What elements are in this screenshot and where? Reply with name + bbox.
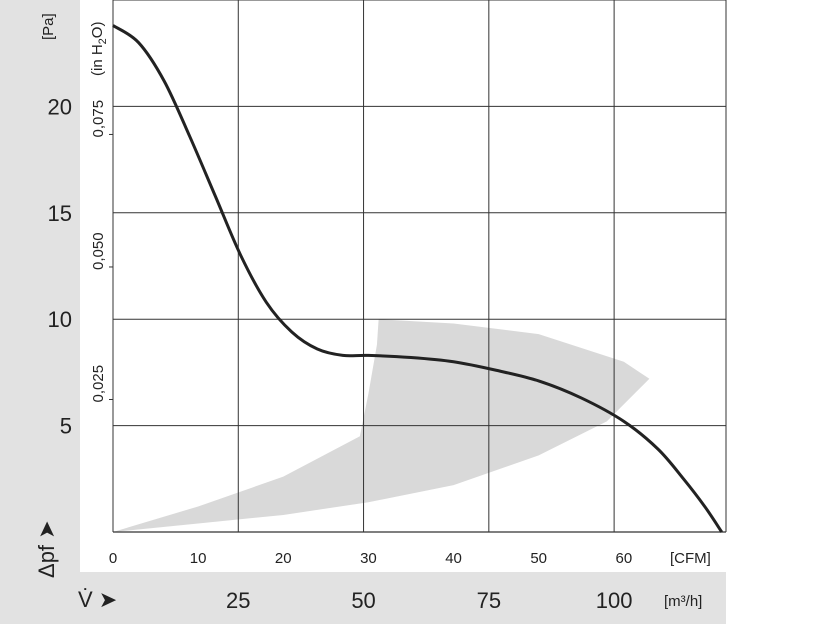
bottom-band [0,572,726,624]
flow-symbol: V̇ ➤ [78,587,117,612]
y-axis-pa-ticks: 5 10 15 20 [48,94,72,438]
x-tick-m3h: 50 [351,588,375,613]
y-tick-pa: 20 [48,94,72,119]
x-axis-cfm-label: [CFM] [670,550,711,567]
x-tick-cfm: 20 [275,550,292,567]
x-axis-cfm-ticks: 0 10 20 30 40 50 60 [109,550,632,567]
pressure-curve [112,24,723,533]
y-tick-pa: 10 [48,307,72,332]
y-tick-pa: 15 [48,201,72,226]
x-axis-m3h-ticks: 25 50 75 100 [226,588,632,613]
x-tick-m3h: 25 [226,588,250,613]
x-tick-cfm: 10 [190,550,207,567]
y-tick-inh2o: 0,050 [90,232,107,270]
x-tick-cfm: 50 [530,550,547,567]
x-axis-m3h-label: [m³/h] [664,593,702,610]
x-tick-cfm: 0 [109,550,117,567]
grid-overlay [112,0,727,533]
y-tick-inh2o: 0,075 [90,100,107,138]
x-tick-cfm: 60 [615,550,632,567]
pressure-symbol: Δpf ➤ [34,520,59,578]
y-axis-inh2o-ticks: 0,025 0,050 0,075 [90,100,113,403]
x-tick-m3h: 100 [596,588,633,613]
y-tick-pa: 5 [60,414,72,439]
y-axis-inh2o-label: (in H2O) [89,22,109,76]
x-tick-cfm: 30 [360,550,377,567]
x-tick-m3h: 75 [477,588,501,613]
x-tick-cfm: 40 [445,550,462,567]
left-band [0,0,80,624]
y-tick-inh2o: 0,025 [90,365,107,403]
y-axis-pa-label: [Pa] [40,13,57,40]
